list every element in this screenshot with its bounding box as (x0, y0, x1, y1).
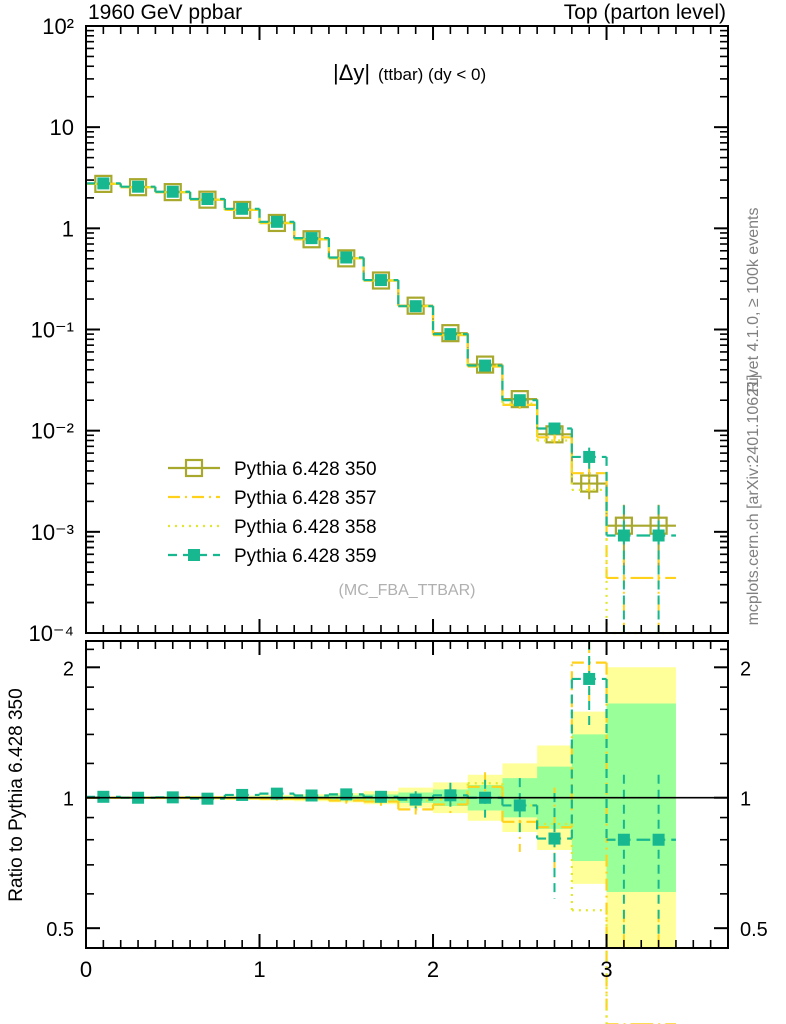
main-series-3-errorbars (518, 396, 660, 633)
main-y-tick-label: 10 (50, 115, 74, 140)
ratio-y-tick-label-right: 0.5 (740, 919, 768, 941)
main-series-3-marker (97, 177, 110, 190)
ratio-series-2-marker (340, 788, 353, 801)
main-series-3-marker (270, 215, 283, 228)
side-label-mcplots: mcplots.cern.ch [arXiv:2401.10621] (745, 375, 762, 626)
main-series-3-marker (305, 232, 318, 245)
analysis-watermark: (MC_FBA_TTBAR) (339, 582, 476, 599)
legend-label-2: Pythia 6.428 358 (234, 517, 377, 538)
main-y-tick-label: 10⁻³ (31, 520, 74, 545)
main-series-3-marker (444, 328, 457, 341)
main-series-3-marker (340, 251, 353, 264)
ratio-series-2-marker (444, 789, 457, 802)
main-series-3-marker (201, 192, 214, 205)
main-series-0-marker (441, 324, 460, 343)
main-series-3-marker (583, 450, 596, 463)
main-series-3-marker (374, 274, 387, 287)
ratio-series-2-marker (583, 672, 596, 685)
plot-title-main: |Δy| (333, 60, 370, 85)
ratio-x-tick-label: 3 (600, 957, 612, 982)
main-series-0-line (86, 182, 676, 527)
ratio-series-2-marker (270, 787, 283, 800)
main-series-2-line (86, 182, 676, 635)
ratio-y-tick-label-right: 1 (740, 789, 751, 811)
main-series-3-marker (617, 529, 630, 542)
main-series-3-marker (132, 180, 145, 193)
main-series-0-marker (475, 355, 495, 374)
legend-label-3: Pythia 6.428 359 (234, 546, 377, 567)
ratio-y-tick-label: 0.5 (46, 919, 74, 941)
ratio-series-2-marker (513, 799, 526, 812)
plot-title-sub: (ttbar) (dy < 0) (378, 65, 486, 84)
main-y-tick-label: 10² (42, 14, 74, 39)
main-y-tick-label: 10⁻⁴ (28, 621, 74, 646)
main-y-tick-label: 10⁻¹ (31, 318, 74, 343)
ratio-x-tick-label: 1 (253, 957, 265, 982)
ratio-y-tick-label: 2 (63, 658, 74, 680)
main-series-1-errorbars (518, 401, 660, 633)
main-series-3-marker (652, 529, 665, 542)
ratio-series-2-marker (617, 833, 630, 846)
ratio-x-tick-label: 0 (80, 957, 92, 982)
main-panel-frame (85, 25, 729, 634)
header-right: Top (parton level) (564, 1, 726, 24)
main-series-1-line (86, 182, 676, 580)
side-label-rivet: Rivet 4.1.0, ≥ 100k events (745, 208, 762, 393)
main-series-0-errorbars (518, 395, 660, 567)
ratio-x-tick-label: 2 (427, 957, 439, 982)
plot-generated-content: 10² 10 1 10⁻¹ 10⁻² 10⁻³ 10⁻⁴ 0 1 2 3 2 2 1 1 0.5 0.5 Pyth… (28, 14, 768, 1024)
ratio-series-2-marker (236, 788, 249, 801)
ratio-series-2-marker (97, 790, 110, 803)
legend-marker-3 (188, 549, 200, 561)
legend-label-0: Pythia 6.428 350 (234, 459, 377, 480)
main-series-3-marker (236, 202, 249, 215)
legend-label-1: Pythia 6.428 357 (234, 488, 377, 509)
main-series-3-marker (409, 300, 422, 313)
ratio-series-2-marker (409, 793, 422, 806)
main-y-tick-label: 10⁻² (31, 419, 74, 444)
ratio-series-2-marker (652, 833, 665, 846)
header-left: 1960 GeV ppbar (88, 1, 242, 24)
ratio-y-tick-label: 1 (63, 789, 74, 811)
ratio-series-2-marker (548, 832, 561, 845)
main-series-3-marker (166, 185, 179, 198)
ratio-series-2-marker (305, 789, 318, 802)
ratio-panel-frame (85, 640, 729, 949)
ratio-series-2-marker (374, 790, 387, 803)
ratio-series-2-marker (201, 792, 214, 805)
legend-marker-0 (184, 458, 204, 478)
ratio-y-tick-label-right: 2 (740, 658, 751, 680)
ratio-y-axis-label: Ratio to Pythia 6.428 350 (6, 688, 27, 901)
main-series-3-marker (548, 422, 561, 435)
main-series-3-marker (479, 359, 492, 372)
main-y-tick-label: 1 (62, 216, 74, 241)
main-series-3-marker (513, 394, 526, 407)
